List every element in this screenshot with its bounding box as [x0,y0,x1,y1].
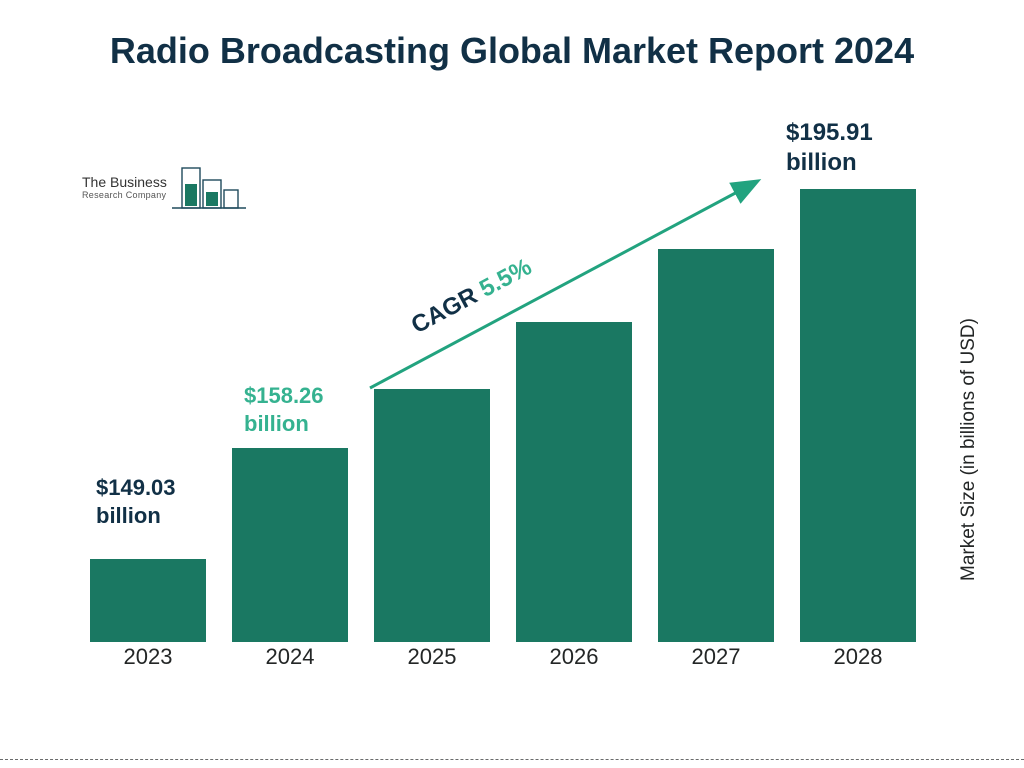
x-tick-2024: 2024 [232,644,348,670]
report-container: Radio Broadcasting Global Market Report … [0,0,1024,768]
x-tick-2028: 2028 [800,644,916,670]
footer-dashed-line [0,759,1024,760]
x-tick-2026: 2026 [516,644,632,670]
plot-region: CAGR 5.5% $149.03 billion $158.26 billio… [78,150,938,670]
y-axis-label: Market Size (in billions of USD) [958,290,980,610]
bar-2028 [800,189,916,642]
report-title: Radio Broadcasting Global Market Report … [0,28,1024,73]
x-tick-2023: 2023 [90,644,206,670]
chart-area: CAGR 5.5% $149.03 billion $158.26 billio… [78,150,964,700]
bar-2024 [232,448,348,642]
bar-2023 [90,559,206,642]
bars-group [78,150,938,642]
bar-2025 [374,389,490,642]
bar-2027 [658,249,774,642]
x-tick-2027: 2027 [658,644,774,670]
bar-2026 [516,322,632,642]
x-tick-2025: 2025 [374,644,490,670]
